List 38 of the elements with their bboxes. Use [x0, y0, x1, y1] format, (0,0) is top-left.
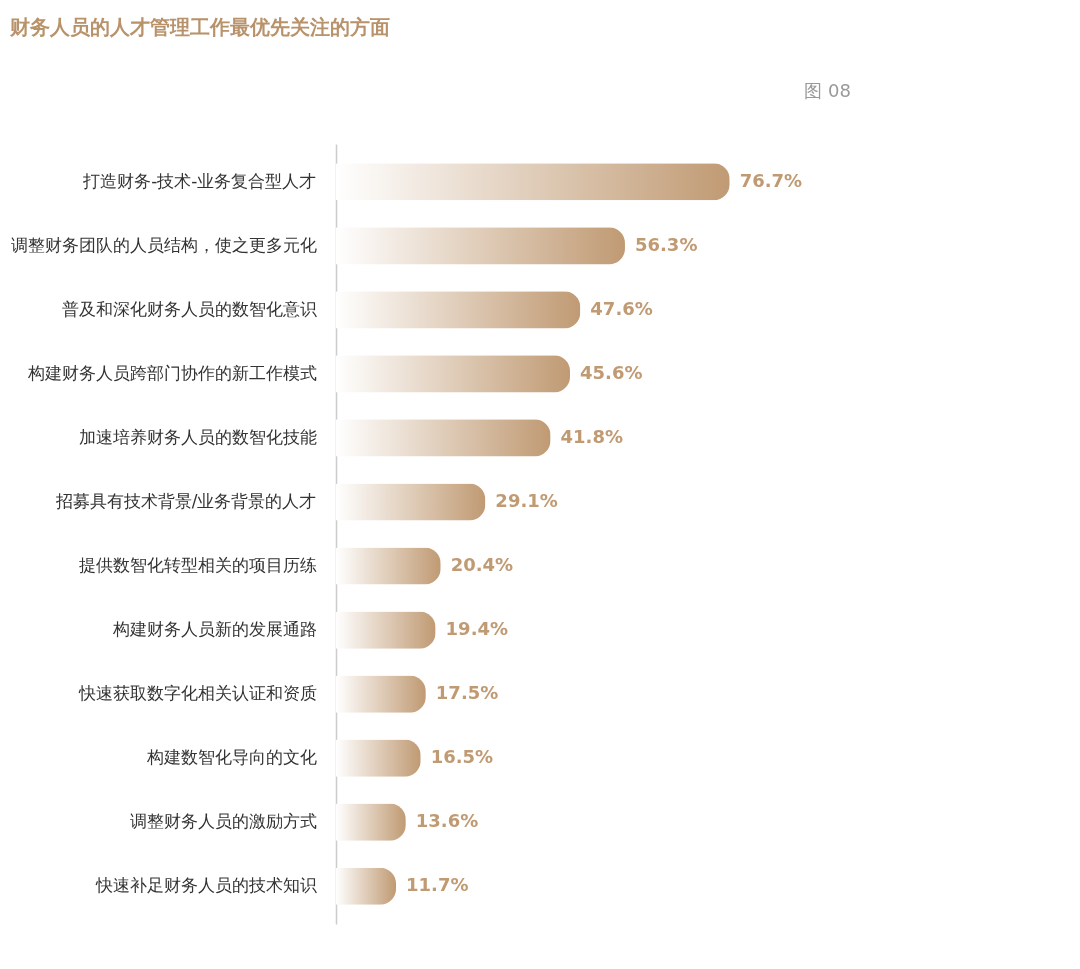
bar — [336, 675, 426, 713]
caption: 图 08 — [804, 80, 851, 101]
y-tick-label: 加速培养财务人员的数智化技能 — [78, 426, 317, 447]
bar — [336, 227, 625, 265]
data-label: 17.5% — [435, 682, 499, 704]
y-tick-label: 构建数智化导向的文化 — [145, 747, 317, 768]
chart-title: 财务人员的人才管理工作最优先关注的方面 — [9, 15, 390, 39]
data-label: 45.6% — [580, 361, 643, 383]
data-label: 76.7% — [739, 169, 803, 191]
bar — [336, 803, 406, 841]
y-tick-label: 调整财务团队的人员结构，使之更多元化 — [10, 234, 317, 255]
data-label: 41.8% — [560, 425, 624, 447]
y-tick-label: 普及和深化财务人员的数智化意识 — [61, 298, 317, 319]
y-tick-label: 快速获取数字化相关认证和资质 — [77, 683, 317, 704]
data-label: 47.6% — [590, 297, 653, 319]
bar — [336, 867, 397, 905]
y-tick-label: 构建财务人员跨部门协作的新工作模式 — [26, 362, 317, 383]
bar — [336, 419, 551, 457]
data-label: 20.4% — [450, 554, 514, 576]
bar — [336, 355, 571, 393]
bar — [336, 739, 421, 777]
data-label: 13.6% — [415, 810, 479, 832]
y-tick-label: 调整财务人员的激励方式 — [129, 811, 317, 832]
y-tick-label: 提供数智化转型相关的项目历练 — [78, 555, 317, 576]
bar — [336, 483, 486, 521]
y-tick-label: 快速补足财务人员的技术知识 — [94, 875, 317, 896]
data-label: 19.4% — [445, 618, 509, 640]
y-tick-label: 招募具有技术背景/业务背景的人才 — [54, 490, 317, 511]
bar — [336, 163, 730, 201]
data-label: 29.1% — [495, 489, 558, 511]
bar — [336, 611, 436, 649]
y-tick-label: 构建财务人员新的发展通路 — [111, 619, 317, 640]
y-tick-label: 打造财务-技术-业务复合型人才 — [82, 170, 317, 191]
data-label: 16.5% — [430, 746, 494, 768]
bar — [336, 547, 441, 585]
data-label: 11.7% — [406, 874, 469, 896]
data-label: 56.3% — [634, 233, 698, 255]
bar — [336, 291, 581, 329]
